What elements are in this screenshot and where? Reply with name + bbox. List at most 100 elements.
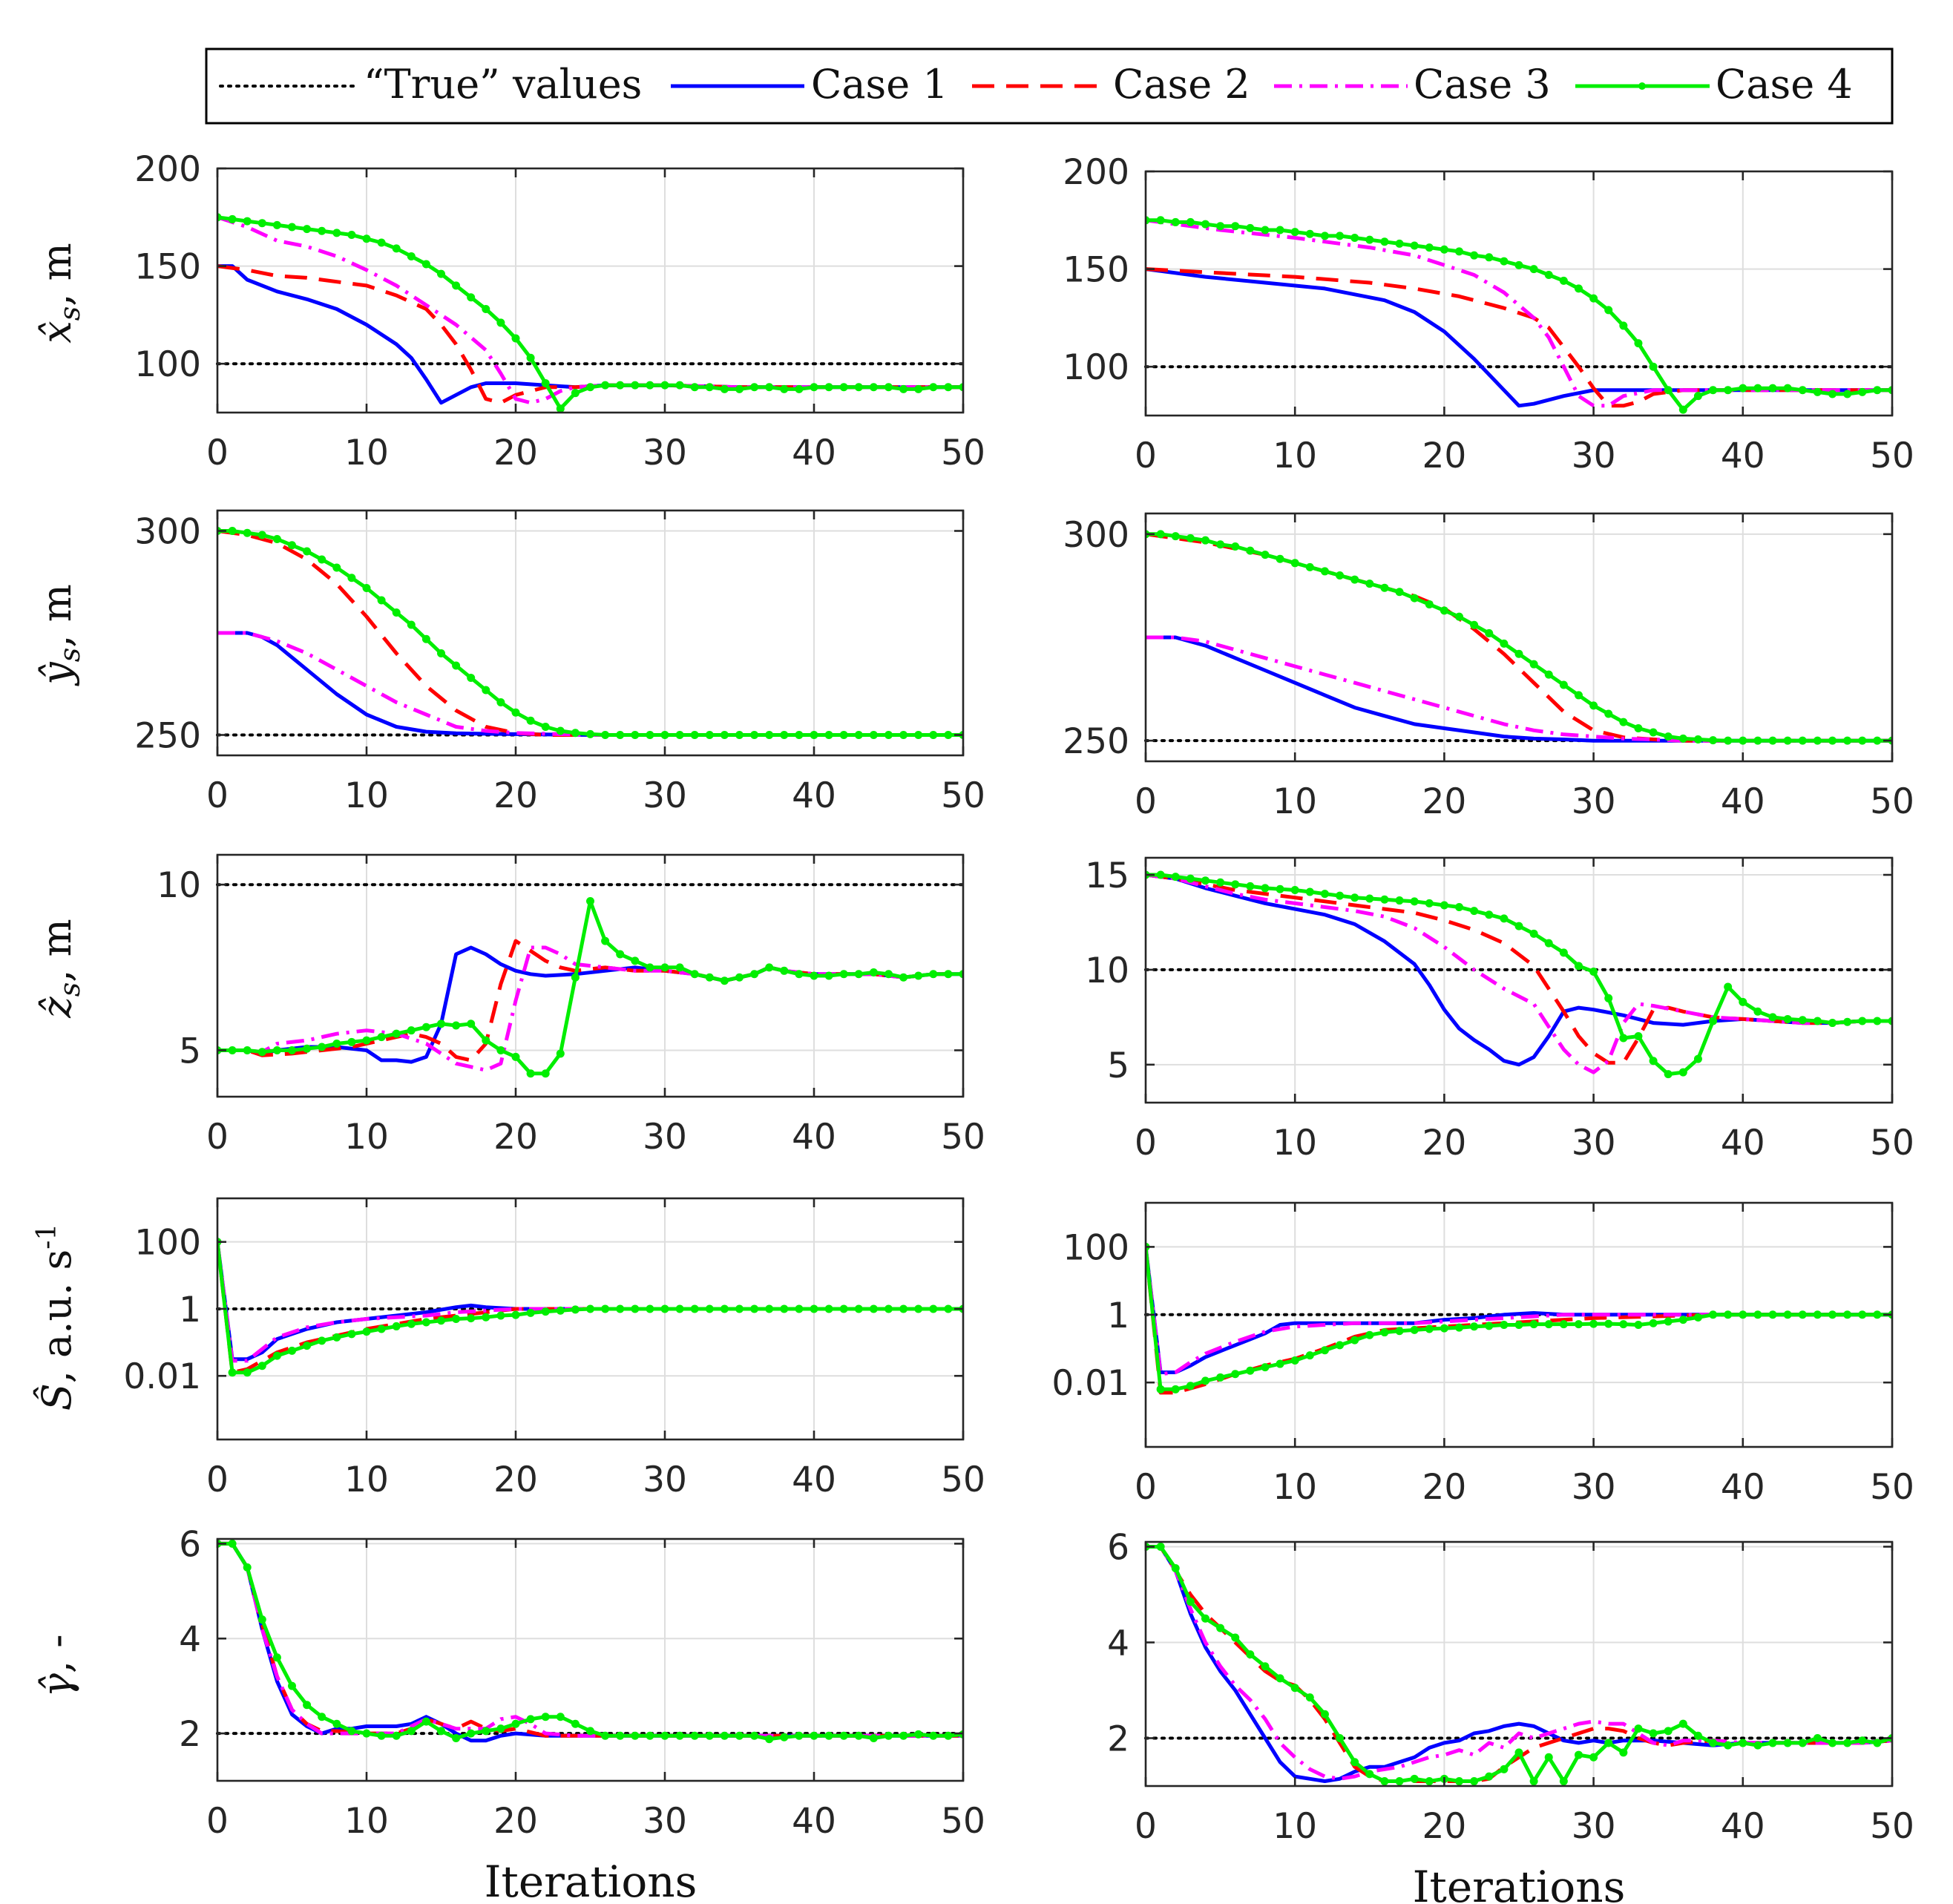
data-point-case-4 bbox=[750, 1731, 759, 1740]
data-point-case-4 bbox=[899, 1731, 908, 1740]
data-point-case-4 bbox=[839, 1304, 848, 1313]
data-point-case-4 bbox=[1559, 276, 1568, 285]
data-point-case-4 bbox=[601, 1304, 610, 1313]
data-point-case-4 bbox=[1171, 1385, 1180, 1393]
data-point-case-4 bbox=[407, 1319, 416, 1328]
data-point-case-4 bbox=[257, 1615, 266, 1624]
x-tick-label: 20 bbox=[493, 433, 538, 473]
panel-zs-right: 0 10 20 30 40 50 5 10 15 bbox=[1085, 856, 1914, 1163]
data-point-case-4 bbox=[1798, 1016, 1807, 1025]
x-tick-label: 40 bbox=[792, 775, 836, 816]
data-point-case-4 bbox=[675, 1731, 684, 1740]
data-point-case-4 bbox=[1813, 1733, 1822, 1742]
data-point-case-4 bbox=[272, 1653, 281, 1662]
data-point-case-4 bbox=[288, 541, 296, 550]
data-point-case-4 bbox=[1724, 386, 1733, 395]
y-tick-label: 100 bbox=[1063, 1227, 1129, 1268]
data-point-case-4 bbox=[257, 531, 266, 539]
data-point-case-4 bbox=[437, 649, 445, 657]
data-point-case-4 bbox=[854, 1304, 863, 1313]
data-point-case-4 bbox=[421, 634, 430, 643]
data-point-case-4 bbox=[1604, 709, 1613, 718]
data-point-case-4 bbox=[795, 1731, 804, 1740]
data-point-case-4 bbox=[1693, 735, 1702, 743]
data-point-case-4 bbox=[1395, 896, 1404, 905]
data-point-case-4 bbox=[1589, 1753, 1598, 1762]
data-point-case-4 bbox=[1843, 1017, 1852, 1026]
data-point-case-4 bbox=[646, 381, 654, 390]
data-point-case-4 bbox=[1440, 1324, 1448, 1333]
data-point-case-4 bbox=[631, 381, 640, 390]
data-point-case-4 bbox=[243, 217, 252, 226]
data-point-case-4 bbox=[556, 404, 565, 413]
data-point-case-4 bbox=[347, 230, 356, 239]
data-point-case-4 bbox=[1514, 1321, 1523, 1329]
data-point-case-4 bbox=[377, 1731, 386, 1740]
data-point-case-4 bbox=[1724, 982, 1733, 991]
data-point-case-4 bbox=[839, 731, 848, 739]
x-tick-label: 40 bbox=[1721, 1806, 1765, 1847]
data-point-case-4 bbox=[1813, 1017, 1822, 1025]
data-point-case-4 bbox=[437, 1020, 445, 1028]
y-tick-label: 300 bbox=[134, 512, 201, 553]
data-point-case-4 bbox=[884, 383, 893, 392]
data-point-case-4 bbox=[1753, 736, 1762, 745]
y-tick-label: 1 bbox=[1107, 1296, 1129, 1336]
data-point-case-4 bbox=[1574, 284, 1583, 293]
data-point-case-4 bbox=[272, 1351, 281, 1360]
legend-item-case-1: Case 1 bbox=[671, 61, 948, 108]
data-point-case-4 bbox=[1485, 253, 1494, 262]
data-point-case-4 bbox=[1768, 736, 1777, 745]
data-point-case-4 bbox=[705, 973, 714, 982]
data-point-case-4 bbox=[810, 1731, 818, 1740]
x-tick-label: 20 bbox=[493, 1801, 538, 1842]
y-tick-label: 5 bbox=[179, 1031, 201, 1071]
data-point-case-4 bbox=[257, 219, 266, 228]
data-point-case-4 bbox=[1276, 554, 1284, 563]
panel-zs-left: 0 10 20 30 40 50 5 10 bbox=[157, 853, 985, 1158]
data-point-case-4 bbox=[1410, 241, 1419, 250]
data-point-case-4 bbox=[854, 383, 863, 392]
data-point-case-4 bbox=[616, 1731, 625, 1740]
data-point-case-4 bbox=[1828, 1739, 1837, 1747]
data-point-case-4 bbox=[884, 731, 893, 739]
data-point-case-4 bbox=[929, 383, 938, 392]
data-point-case-4 bbox=[586, 1727, 594, 1736]
svg-text:ŷs, m: ŷs, m bbox=[33, 584, 86, 686]
x-tick-label: 50 bbox=[941, 1460, 985, 1500]
data-point-case-4 bbox=[1201, 1614, 1209, 1623]
data-point-case-4 bbox=[914, 1304, 923, 1313]
data-point-case-4 bbox=[1305, 1693, 1314, 1702]
data-point-case-4 bbox=[1574, 962, 1583, 971]
data-point-case-4 bbox=[467, 1314, 476, 1323]
data-point-case-4 bbox=[780, 384, 789, 393]
data-point-case-4 bbox=[1739, 384, 1747, 393]
data-point-case-4 bbox=[467, 674, 476, 682]
data-point-case-4 bbox=[1604, 1319, 1613, 1328]
data-point-case-4 bbox=[765, 1735, 774, 1744]
data-point-case-4 bbox=[1739, 736, 1747, 745]
data-point-case-4 bbox=[318, 226, 326, 235]
data-point-case-4 bbox=[1604, 1739, 1613, 1747]
legend-label-true-values: “True” values bbox=[364, 61, 642, 108]
data-point-case-4 bbox=[1783, 384, 1792, 393]
data-point-case-4 bbox=[228, 1539, 237, 1548]
x-tick-label: 0 bbox=[1135, 781, 1157, 822]
data-point-case-4 bbox=[690, 1731, 699, 1740]
data-point-case-4 bbox=[750, 731, 759, 739]
data-point-case-4 bbox=[1619, 1320, 1628, 1329]
y-tick-label: 15 bbox=[1085, 856, 1129, 896]
data-point-case-4 bbox=[1604, 994, 1613, 1002]
data-point-case-4 bbox=[1589, 294, 1598, 303]
data-point-case-4 bbox=[362, 234, 371, 243]
data-point-case-4 bbox=[452, 1021, 461, 1030]
data-point-case-4 bbox=[1246, 546, 1255, 555]
data-point-case-4 bbox=[1156, 870, 1165, 879]
panel-xs-left: 0 10 20 30 40 50 100 150 200 bbox=[134, 149, 985, 473]
data-point-case-4 bbox=[1828, 1310, 1837, 1319]
data-point-case-4 bbox=[1201, 536, 1209, 545]
data-point-case-4 bbox=[854, 731, 863, 739]
data-point-case-4 bbox=[929, 1731, 938, 1740]
data-point-case-4 bbox=[1455, 1323, 1464, 1332]
data-point-case-4 bbox=[1529, 929, 1538, 938]
